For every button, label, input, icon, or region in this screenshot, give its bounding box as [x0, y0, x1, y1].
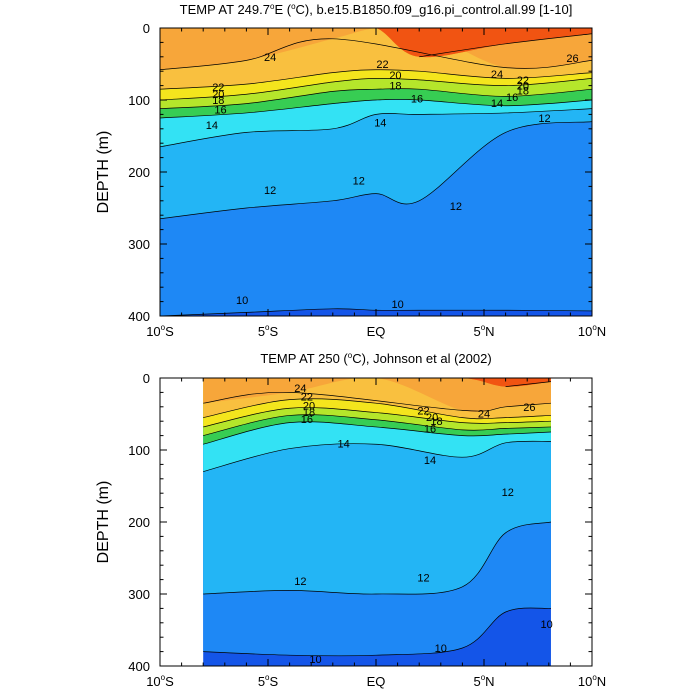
contour-label: 14 — [337, 439, 349, 451]
contour-label: 16 — [424, 423, 436, 435]
contour-label: 22 — [301, 392, 313, 404]
x-tick-label: 5oN — [473, 673, 494, 689]
contour-label: 16 — [506, 92, 518, 104]
y-tick-label: 300 — [128, 587, 150, 602]
contour-label: 16 — [411, 94, 423, 106]
contour-label: 22 — [417, 405, 429, 417]
isotherm-14 — [203, 440, 551, 472]
contour-label: 18 — [430, 416, 442, 428]
contour-label: 12 — [417, 572, 429, 584]
contour-label: 14 — [424, 455, 436, 467]
x-tick-label: 5oN — [473, 323, 494, 339]
x-tick-label: 10oN — [578, 673, 606, 689]
contour-label: 26 — [523, 402, 535, 414]
isotherm-18 — [160, 88, 592, 109]
contour-label: 10 — [541, 619, 553, 631]
contour-label: 12 — [502, 487, 514, 499]
y-tick-label: 100 — [128, 93, 150, 108]
contour-label: 12 — [294, 576, 306, 588]
contour-label: 20 — [517, 81, 529, 93]
contour-label: 22 — [376, 59, 388, 71]
y-tick-label: 0 — [143, 21, 150, 36]
contour-label: 20 — [303, 400, 315, 412]
isotherm-12 — [160, 121, 592, 220]
chart-title: TEMP AT 249.7oE (oC), b.e15.B1850.f09_g1… — [180, 2, 573, 17]
contour-label: 20 — [426, 412, 438, 424]
contour-label: 24 — [478, 408, 490, 420]
isotherm-24 — [203, 392, 551, 412]
contour-label: 18 — [389, 81, 401, 93]
contour-label: 20 — [389, 70, 401, 82]
isotherm-16 — [160, 99, 592, 119]
contour-label: 24 — [294, 383, 306, 395]
y-tick-label: 400 — [128, 659, 150, 674]
band-24 — [203, 378, 551, 413]
isotherm-12 — [203, 521, 552, 595]
contour-label: 24 — [264, 52, 276, 64]
contour-label: 10 — [236, 295, 248, 307]
y-axis-label: DEPTH (m) — [95, 131, 112, 214]
x-tick-label: 5oS — [258, 323, 279, 339]
contour-label: 14 — [206, 120, 218, 132]
contour-label: 18 — [303, 407, 315, 419]
x-tick-label: 10oS — [146, 673, 174, 689]
y-tick-label: 400 — [128, 309, 150, 324]
contour-label: 10 — [391, 299, 403, 311]
isotherm-26 — [505, 381, 551, 387]
isotherm-24 — [160, 38, 592, 71]
x-tick-label: 10oN — [578, 323, 606, 339]
contour-label: 12 — [353, 176, 365, 188]
contour-label: 18 — [212, 95, 224, 107]
y-tick-label: 0 — [143, 371, 150, 386]
x-tick-label: EQ — [367, 674, 386, 689]
contour-label: 24 — [491, 69, 503, 81]
contour-label: 22 — [517, 75, 529, 87]
contour-label: 16 — [301, 414, 313, 426]
contour-label: 16 — [214, 104, 226, 116]
isotherm-14 — [160, 108, 592, 148]
contour-label: 14 — [374, 117, 386, 129]
chart-title: TEMP AT 250 (oC), Johnson et al (2002) — [260, 351, 491, 366]
contour-label: 12 — [538, 113, 550, 125]
contour-label: 22 — [212, 82, 224, 94]
isotherm-20 — [160, 77, 592, 101]
y-axis-label: DEPTH (m) — [95, 481, 112, 564]
y-tick-label: 200 — [128, 165, 150, 180]
isotherm-16 — [203, 421, 551, 445]
isotherm-10 — [203, 607, 551, 657]
y-tick-label: 300 — [128, 237, 150, 252]
isotherm-18 — [203, 414, 551, 436]
isotherm-20 — [203, 407, 551, 428]
isotherm-22 — [203, 398, 551, 420]
contour-label: 26 — [566, 53, 578, 65]
y-tick-label: 100 — [128, 443, 150, 458]
x-tick-label: 5oS — [258, 673, 279, 689]
contour-label: 10 — [309, 654, 321, 666]
isotherm-22 — [160, 69, 592, 90]
isotherm-26 — [419, 33, 592, 58]
contour-label: 12 — [264, 185, 276, 197]
x-tick-label: 10oS — [146, 323, 174, 339]
contour-label: 18 — [517, 86, 529, 98]
contour-label: 10 — [435, 643, 447, 655]
band-above-26 — [160, 28, 592, 58]
contour-label: 12 — [450, 201, 462, 213]
y-tick-label: 200 — [128, 515, 150, 530]
contour-label: 20 — [212, 89, 224, 101]
x-tick-label: EQ — [367, 324, 386, 339]
contour-label: 14 — [491, 98, 503, 110]
